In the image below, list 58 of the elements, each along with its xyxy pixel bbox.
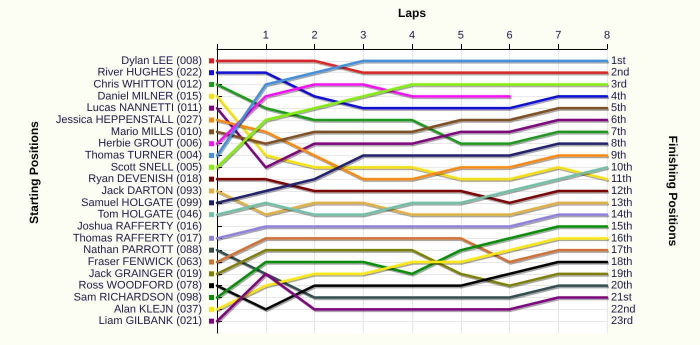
legend-label: Daniel MILNER (015) <box>97 90 202 102</box>
legend-label: River HUGHES (022) <box>97 66 202 79</box>
y-tick-label: 8th <box>611 138 626 150</box>
x-tick-label: 8 <box>604 30 610 42</box>
y-tick-label: 23rd <box>611 315 634 328</box>
y-tick-label: 5th <box>611 102 626 114</box>
legend-title: Starting Positions <box>27 120 41 224</box>
y-tick-label: 9th <box>611 150 626 162</box>
y-tick-label: 15th <box>611 220 632 232</box>
legend-label: Liam GILBANK (021) <box>98 315 202 328</box>
legend-label: Sam RICHARDSON (098) <box>74 292 202 304</box>
y-tick-label: 1st <box>611 54 626 67</box>
y-tick-label: 3rd <box>611 78 627 90</box>
y-tick-label: 13th <box>611 196 632 209</box>
legend-label: Scott SNELL (005) <box>110 161 202 174</box>
legend-label: Joshua RAFFERTY (016) <box>77 220 202 232</box>
legend-label: Jack DARTON (093) <box>102 185 202 197</box>
legend-label: Mario MILLS (010) <box>110 126 202 138</box>
y-tick-label: 7th <box>611 126 626 138</box>
y-tick-label: 10th <box>611 161 632 174</box>
legend-label: Thomas TURNER (004) <box>84 150 202 162</box>
legend-label: Ryan DEVENISH (018) <box>88 173 202 186</box>
y-tick-label: 22nd <box>611 303 636 316</box>
legend-label: Ross WOODFORD (078) <box>78 280 202 292</box>
y-tick-label: 6th <box>611 114 626 126</box>
y-tick-label: 20th <box>611 280 632 292</box>
legend-label: Jessica HEPPENSTALL (027) <box>56 114 202 126</box>
y-tick-label: 11th <box>611 173 632 186</box>
legend-label: Herbie GROUT (006) <box>98 138 202 150</box>
y-tick-label: 12th <box>611 185 632 197</box>
y-tick-label: 16th <box>611 232 632 244</box>
legend-label: Chris WHITTON (012) <box>93 78 202 90</box>
x-tick-label: 3 <box>360 30 366 42</box>
y-tick-label: 14th <box>611 208 632 221</box>
x-tick-label: 6 <box>506 30 513 42</box>
legend-label: Tom HOLGATE (046) <box>98 208 202 221</box>
legend-label: Nathan PARROTT (088) <box>83 244 202 256</box>
y-tick-label: 18th <box>611 256 632 268</box>
y-tick-label: 19th <box>611 268 632 280</box>
y-tick-label: 4th <box>611 90 626 102</box>
legend-label: Fraser FENWICK (063) <box>88 256 202 268</box>
x-tick-label: 4 <box>408 30 416 42</box>
legend-label: Alan KLEJN (037) <box>114 303 202 316</box>
x-tick-label: 1 <box>262 30 269 42</box>
x-tick-label: 5 <box>458 30 464 42</box>
legend-label: Thomas RAFFERTY (017) <box>72 232 202 244</box>
legend-label: Jack GRAINGER (019) <box>88 268 202 280</box>
x-axis-title: Laps <box>398 6 426 20</box>
legend-label: Dylan LEE (008) <box>121 54 202 67</box>
x-tick-label: 2 <box>311 30 318 42</box>
y-axis-title: Finishing Positions <box>666 136 680 247</box>
y-tick-label: 2nd <box>611 66 630 79</box>
line-series <box>216 118 608 180</box>
x-tick-label: 7 <box>555 30 562 42</box>
y-tick-label: 21st <box>611 292 632 304</box>
legend-label: Samuel HOLGATE (099) <box>81 196 202 209</box>
y-tick-label: 17th <box>611 244 632 256</box>
legend-label: Lucas NANNETTI (011) <box>86 102 202 114</box>
